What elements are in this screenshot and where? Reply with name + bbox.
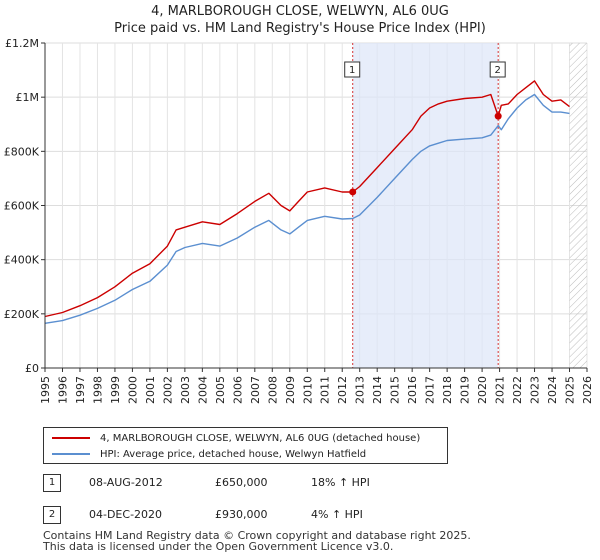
x-tick-label: 2022 <box>511 376 524 404</box>
x-tick-label: 2004 <box>196 376 209 404</box>
forecast-hatch <box>569 43 587 368</box>
sale-row: 2 04-DEC-2020 £930,000 4% ↑ HPI <box>43 506 543 526</box>
x-tick-label: 2018 <box>441 376 454 404</box>
y-tick-label: £1M <box>16 91 40 104</box>
legend-label-property: 4, MARLBOROUGH CLOSE, WELWYN, AL6 0UG (d… <box>100 432 421 444</box>
sale-point <box>494 112 502 120</box>
x-tick-label: 2010 <box>301 376 314 404</box>
x-tick-label: 2006 <box>231 376 244 404</box>
x-tick-label: 1995 <box>39 376 52 404</box>
x-tick-label: 2025 <box>564 376 577 404</box>
x-tick-label: 1996 <box>56 376 69 404</box>
sale-date: 08-AUG-2012 <box>89 476 163 489</box>
footer-line-2: This data is licensed under the Open Gov… <box>43 540 394 553</box>
ownership-shade <box>352 43 499 368</box>
x-tick-label: 2005 <box>214 376 227 404</box>
x-tick-label: 1999 <box>109 376 122 404</box>
x-tick-label: 2023 <box>529 376 542 404</box>
sale-label-text: 1 <box>349 65 355 76</box>
x-tick-label: 2001 <box>144 376 157 404</box>
x-tick-label: 2014 <box>371 376 384 404</box>
x-tick-label: 1998 <box>91 376 104 404</box>
x-tick-label: 2012 <box>336 376 349 404</box>
y-tick-label: £200K <box>4 308 40 321</box>
x-tick-label: 2008 <box>266 376 279 404</box>
legend-swatch-hpi <box>52 453 90 455</box>
x-tick-label: 2011 <box>319 376 332 404</box>
footer-line-1: Contains HM Land Registry data © Crown c… <box>43 529 471 542</box>
chart-title: 4, MARLBOROUGH CLOSE, WELWYN, AL6 0UG <box>151 4 449 19</box>
sale-label-box <box>344 61 361 78</box>
sale-label-text: 2 <box>494 65 500 76</box>
x-tick-label: 2017 <box>424 376 437 404</box>
sale-point <box>349 188 357 196</box>
y-tick-label: £600K <box>4 200 40 213</box>
y-tick-label: £400K <box>4 254 40 267</box>
x-tick-label: 1997 <box>74 376 87 404</box>
sale-number-badge: 1 <box>43 474 61 492</box>
legend-swatch-property <box>52 437 90 439</box>
x-tick-label: 2003 <box>179 376 192 404</box>
chart-legend: 4, MARLBOROUGH CLOSE, WELWYN, AL6 0UG (d… <box>43 427 448 464</box>
y-tick-label: £800K <box>4 145 40 158</box>
x-tick-label: 2020 <box>476 376 489 404</box>
x-tick-label: 2019 <box>459 376 472 404</box>
legend-item-property: 4, MARLBOROUGH CLOSE, WELWYN, AL6 0UG (d… <box>52 431 420 445</box>
sale-price: £650,000 <box>215 476 268 489</box>
sale-date: 04-DEC-2020 <box>89 508 163 521</box>
chart-title-block: 4, MARLBOROUGH CLOSE, WELWYN, AL6 0UG Pr… <box>0 3 600 37</box>
sale-label-box <box>489 61 506 78</box>
x-tick-label: 2015 <box>389 376 402 404</box>
x-tick-label: 2000 <box>126 376 139 404</box>
x-tick-label: 2026 <box>581 376 594 404</box>
y-tick-label: £1.2M <box>5 37 39 50</box>
footer-attribution: Contains HM Land Registry data © Crown c… <box>43 530 471 552</box>
x-tick-label: 2021 <box>494 376 507 404</box>
y-tick-label: £0 <box>25 362 39 375</box>
sale-hpi-change: 4% ↑ HPI <box>311 508 363 521</box>
price-chart: 1 2 £0 £200K £400K £600K £800K £1M £1.2M 1995 199… <box>4 37 594 404</box>
sale-hpi-change: 18% ↑ HPI <box>311 476 370 489</box>
x-tick-label: 2009 <box>284 376 297 404</box>
series-line-hpi <box>44 93 570 324</box>
x-tick-label: 2013 <box>354 376 367 404</box>
legend-label-hpi: HPI: Average price, detached house, Welw… <box>100 448 367 460</box>
x-tick-label: 2024 <box>546 376 559 404</box>
sale-price: £930,000 <box>215 508 268 521</box>
sale-row: 1 08-AUG-2012 £650,000 18% ↑ HPI <box>43 474 543 494</box>
x-tick-label: 2016 <box>406 376 419 404</box>
legend-item-hpi: HPI: Average price, detached house, Welw… <box>52 447 366 461</box>
chart-subtitle: Price paid vs. HM Land Registry's House … <box>114 21 486 36</box>
sale-number-badge: 2 <box>43 506 61 524</box>
x-tick-label: 2007 <box>249 376 262 404</box>
x-tick-label: 2002 <box>161 376 174 404</box>
